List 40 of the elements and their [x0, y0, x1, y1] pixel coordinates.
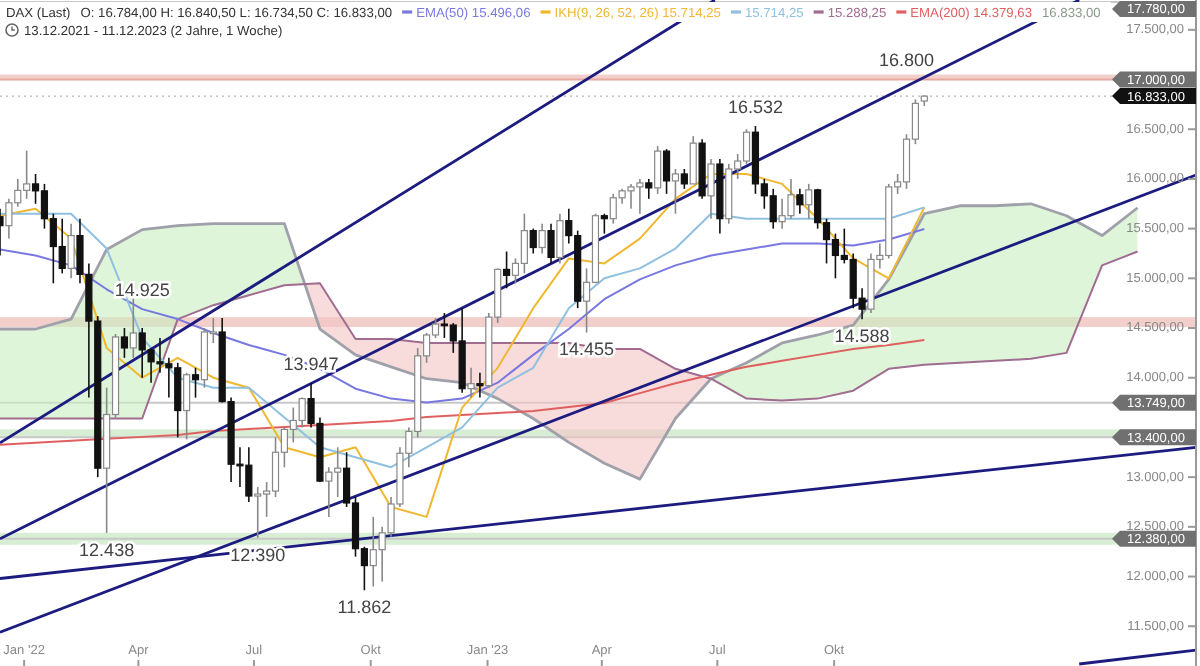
candlestick: [325, 466, 333, 518]
annotation: 16.532: [727, 96, 783, 117]
candlestick: [271, 436, 280, 498]
candlestick: [520, 212, 528, 275]
annotation: 14.588: [834, 326, 890, 347]
candlestick: [707, 158, 715, 220]
candlestick: [538, 222, 546, 255]
annotation: 14.925: [114, 279, 170, 300]
annotation: 11.862: [337, 597, 392, 617]
candlestick: [796, 188, 804, 215]
candlestick: [120, 327, 129, 359]
candlestick: [254, 486, 262, 539]
candlestick: [689, 135, 697, 185]
candlestick: [458, 307, 466, 394]
candlestick: [529, 227, 537, 255]
candlestick: [298, 396, 306, 429]
candlestick: [502, 250, 511, 290]
candlestick: [680, 168, 688, 190]
candlestick: [5, 198, 13, 240]
candlestick: [556, 212, 564, 265]
candlestick: [654, 145, 662, 195]
candlestick: [742, 128, 751, 165]
candlestick: [547, 222, 555, 265]
candlestick: [200, 327, 209, 389]
annotation: 16.800: [878, 50, 935, 71]
candlestick: [662, 148, 671, 195]
candlestick: [467, 366, 475, 399]
line-series: [0, 228, 926, 404]
annotation: 12.438: [79, 539, 135, 560]
candlestick: [58, 217, 66, 275]
candlestick: [769, 188, 777, 230]
candlestick: [191, 366, 200, 399]
candlestick: [645, 178, 653, 200]
candlestick: [67, 222, 75, 280]
candlestick: [183, 371, 191, 441]
candlestick: [600, 212, 608, 235]
candlestick: [671, 168, 680, 215]
candlestick: [476, 371, 484, 399]
candlestick: [805, 183, 813, 220]
candlestick: [129, 295, 137, 359]
